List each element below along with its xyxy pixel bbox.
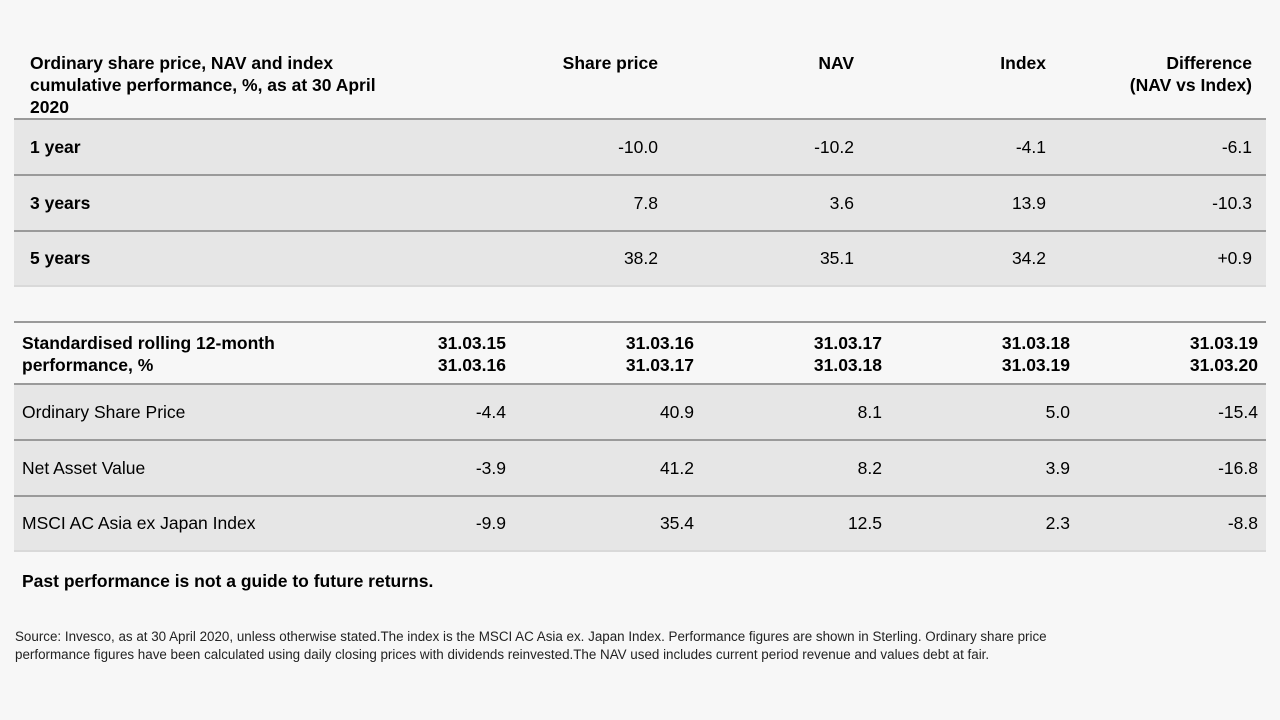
table-row: MSCI AC Asia ex Japan Index -9.9 35.4 12… bbox=[14, 496, 1266, 552]
table-row: 5 years 38.2 35.1 34.2 +0.9 bbox=[14, 231, 1266, 287]
cell-index: 34.2 bbox=[858, 231, 1054, 287]
table-cell: -15.4 bbox=[1072, 384, 1266, 441]
table-row: Net Asset Value -3.9 41.2 8.2 3.9 -16.8 bbox=[14, 440, 1266, 497]
cell-difference: -6.1 bbox=[1054, 119, 1266, 176]
table-cell: -3.9 bbox=[314, 440, 508, 497]
cell-index: 13.9 bbox=[858, 175, 1054, 232]
cell-difference: -10.3 bbox=[1054, 175, 1266, 232]
header-period: 31.03.15 31.03.16 bbox=[314, 322, 508, 385]
row-period: 5 years bbox=[14, 231, 384, 287]
header-period: 31.03.16 31.03.17 bbox=[508, 322, 696, 385]
row-period: 3 years bbox=[14, 175, 384, 232]
header-share-price: Share price bbox=[384, 41, 662, 120]
table-cell: -9.9 bbox=[314, 496, 508, 552]
period-from: 31.03.15 bbox=[437, 333, 506, 353]
rolling-title: Standardised rolling 12-month performanc… bbox=[14, 322, 314, 385]
row-label: MSCI AC Asia ex Japan Index bbox=[14, 496, 314, 552]
period-from: 31.03.16 bbox=[625, 333, 694, 353]
cell-nav: -10.2 bbox=[662, 119, 858, 176]
header-index: Index bbox=[858, 41, 1054, 120]
table-cell: 8.1 bbox=[696, 384, 884, 441]
cell-share-price: 38.2 bbox=[384, 231, 662, 287]
table-cell: 3.9 bbox=[884, 440, 1072, 497]
table-cell: 2.3 bbox=[884, 496, 1072, 552]
period-from: 31.03.17 bbox=[813, 333, 882, 353]
period-from: 31.03.18 bbox=[1001, 333, 1070, 353]
table-row: 1 year -10.0 -10.2 -4.1 -6.1 bbox=[14, 119, 1266, 176]
period-to: 31.03.18 bbox=[813, 355, 882, 375]
period-to: 31.03.19 bbox=[1001, 355, 1070, 375]
table-cell: -4.4 bbox=[314, 384, 508, 441]
cumulative-header-row: Ordinary share price, NAV and index cumu… bbox=[14, 41, 1266, 120]
table-cell: 5.0 bbox=[884, 384, 1072, 441]
header-difference-line2: (NAV vs Index) bbox=[1129, 75, 1252, 95]
table-row: 3 years 7.8 3.6 13.9 -10.3 bbox=[14, 175, 1266, 232]
table-cell: -16.8 bbox=[1072, 440, 1266, 497]
cumulative-performance-table: Ordinary share price, NAV and index cumu… bbox=[14, 41, 1266, 287]
table-cell: 35.4 bbox=[508, 496, 696, 552]
cell-nav: 3.6 bbox=[662, 175, 858, 232]
table-cell: 8.2 bbox=[696, 440, 884, 497]
cell-share-price: -10.0 bbox=[384, 119, 662, 176]
table-cell: -8.8 bbox=[1072, 496, 1266, 552]
rolling-title-line1: Standardised rolling 12-month bbox=[22, 333, 275, 353]
source-line2: performance figures have been calculated… bbox=[15, 647, 990, 662]
period-from: 31.03.19 bbox=[1189, 333, 1258, 353]
table-cell: 40.9 bbox=[508, 384, 696, 441]
row-period: 1 year bbox=[14, 119, 384, 176]
header-period: 31.03.17 31.03.18 bbox=[696, 322, 884, 385]
cell-nav: 35.1 bbox=[662, 231, 858, 287]
row-label: Net Asset Value bbox=[14, 440, 314, 497]
row-label: Ordinary Share Price bbox=[14, 384, 314, 441]
header-period: 31.03.19 31.03.20 bbox=[1072, 322, 1266, 385]
rolling-header-row: Standardised rolling 12-month performanc… bbox=[14, 322, 1266, 385]
past-performance-note: Past performance is not a guide to futur… bbox=[22, 571, 434, 591]
cumulative-title-line2: cumulative performance, %, as at 30 Apri… bbox=[30, 75, 376, 117]
header-difference-line1: Difference bbox=[1166, 53, 1252, 73]
cell-index: -4.1 bbox=[858, 119, 1054, 176]
cumulative-title: Ordinary share price, NAV and index cumu… bbox=[14, 41, 384, 120]
rolling-title-line2: performance, % bbox=[22, 355, 154, 375]
table-row: Ordinary Share Price -4.4 40.9 8.1 5.0 -… bbox=[14, 384, 1266, 441]
period-to: 31.03.20 bbox=[1189, 355, 1258, 375]
header-period: 31.03.18 31.03.19 bbox=[884, 322, 1072, 385]
cell-share-price: 7.8 bbox=[384, 175, 662, 232]
table-cell: 41.2 bbox=[508, 440, 696, 497]
table-cell: 12.5 bbox=[696, 496, 884, 552]
header-difference: Difference (NAV vs Index) bbox=[1054, 41, 1266, 120]
header-nav: NAV bbox=[662, 41, 858, 120]
source-footnote: Source: Invesco, as at 30 April 2020, un… bbox=[15, 628, 1265, 664]
period-to: 31.03.16 bbox=[437, 355, 506, 375]
period-to: 31.03.17 bbox=[625, 355, 694, 375]
cumulative-title-line1: Ordinary share price, NAV and index bbox=[30, 53, 334, 73]
rolling-performance-table: Standardised rolling 12-month performanc… bbox=[14, 321, 1266, 552]
cell-difference: +0.9 bbox=[1054, 231, 1266, 287]
source-line1: Source: Invesco, as at 30 April 2020, un… bbox=[15, 629, 1047, 644]
